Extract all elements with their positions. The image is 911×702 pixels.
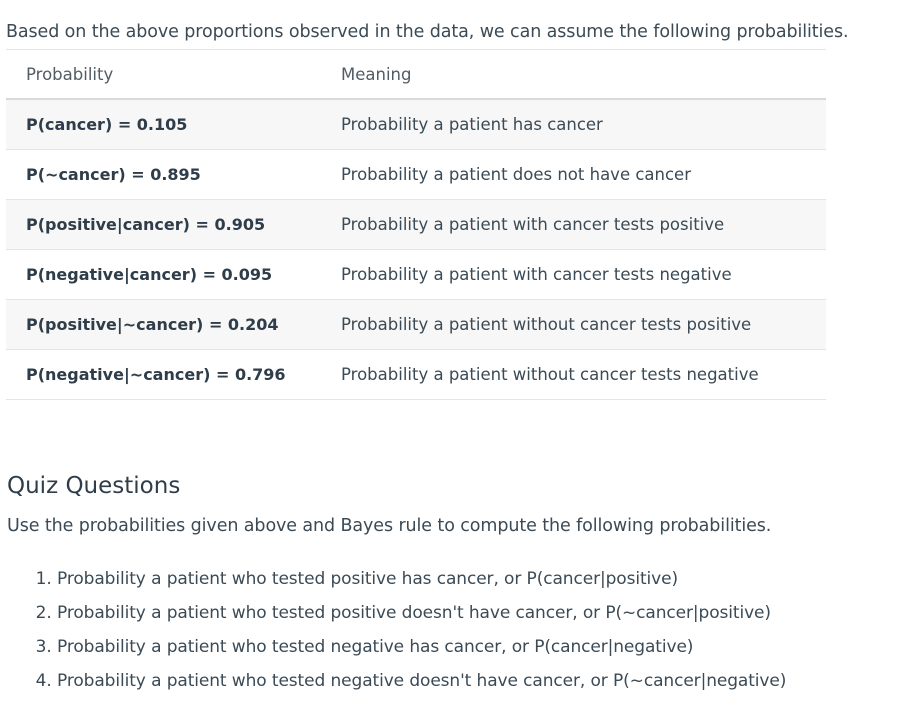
table-row: P(negative|cancer) = 0.095 Probability a… [6, 250, 826, 300]
probability-meaning: Probability a patient without cancer tes… [341, 365, 759, 384]
quiz-question-item: Probability a patient who tested negativ… [57, 634, 786, 668]
probability-meaning: Probability a patient without cancer tes… [341, 315, 752, 334]
probability-meaning: Probability a patient has cancer [341, 115, 603, 134]
probability-table: Probability Meaning P(cancer) = 0.105 Pr… [6, 49, 826, 400]
quiz-question-item: Probability a patient who tested positiv… [57, 600, 786, 634]
probability-meaning: Probability a patient with cancer tests … [341, 265, 732, 284]
table-row: P(~cancer) = 0.895 Probability a patient… [6, 150, 826, 200]
probability-meaning: Probability a patient does not have canc… [341, 165, 691, 184]
probability-meaning: Probability a patient with cancer tests … [341, 215, 725, 234]
probability-expression: P(cancer) = 0.105 [26, 115, 188, 134]
probability-expression: P(negative|~cancer) = 0.796 [26, 365, 286, 384]
probability-expression: P(negative|cancer) = 0.095 [26, 265, 273, 284]
table-row: P(cancer) = 0.105 Probability a patient … [6, 99, 826, 150]
table-row: P(positive|~cancer) = 0.204 Probability … [6, 299, 826, 350]
intro-paragraph: Based on the above proportions observed … [6, 21, 849, 42]
quiz-question-list: Probability a patient who tested positiv… [0, 566, 786, 702]
quiz-instructions: Use the probabilities given above and Ba… [7, 516, 772, 536]
probability-expression: P(positive|~cancer) = 0.204 [26, 315, 279, 334]
table-row: P(positive|cancer) = 0.905 Probability a… [6, 199, 826, 250]
probability-expression: P(~cancer) = 0.895 [26, 165, 201, 184]
quiz-question-item: Probability a patient who tested negativ… [57, 668, 786, 702]
quiz-section-heading: Quiz Questions [7, 473, 181, 499]
quiz-question-item: Probability a patient who tested positiv… [57, 566, 786, 600]
column-header-probability: Probability [26, 64, 114, 84]
table-row: P(negative|~cancer) = 0.796 Probability … [6, 350, 826, 400]
column-header-meaning: Meaning [341, 64, 412, 84]
probability-expression: P(positive|cancer) = 0.905 [26, 215, 266, 234]
table-header-row: Probability Meaning [6, 49, 826, 99]
